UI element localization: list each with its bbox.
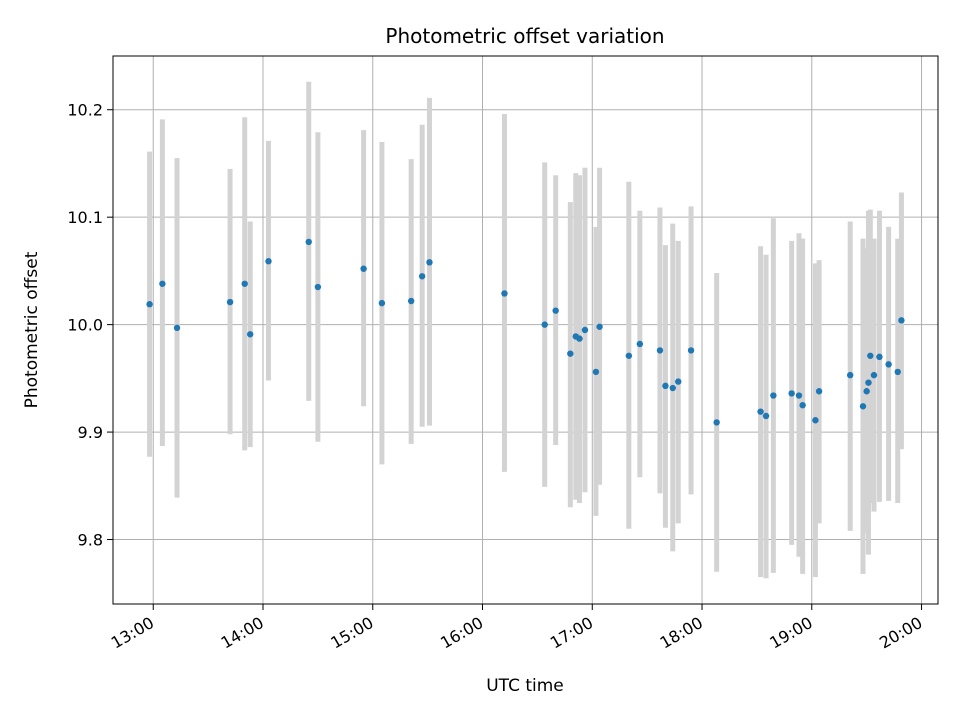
data-point xyxy=(360,265,367,272)
x-tick-label: 18:00 xyxy=(657,613,706,653)
data-point xyxy=(859,403,867,410)
data-point xyxy=(675,378,682,385)
data-point xyxy=(418,273,426,280)
data-point xyxy=(576,335,583,342)
chart-title: Photometric offset variation xyxy=(385,24,664,48)
data-point xyxy=(863,388,870,395)
data-point xyxy=(625,352,633,359)
data-point xyxy=(662,382,669,390)
errorbars xyxy=(147,81,904,579)
x-tick-label: 19:00 xyxy=(766,613,815,653)
data-point xyxy=(226,298,234,306)
x-tick-label: 20:00 xyxy=(876,613,925,653)
data-point xyxy=(426,259,433,266)
data-point xyxy=(314,283,322,291)
data-point xyxy=(713,419,720,426)
data-point xyxy=(501,290,508,297)
data-point xyxy=(687,347,695,354)
data-point xyxy=(757,408,764,415)
data-point xyxy=(770,392,777,399)
data-point xyxy=(265,258,272,265)
data-point xyxy=(788,390,795,397)
data-point xyxy=(846,371,854,379)
data-point xyxy=(407,297,415,305)
x-tick-label: 14:00 xyxy=(218,613,267,653)
data-point xyxy=(581,326,589,334)
data-points xyxy=(146,238,905,426)
data-point xyxy=(241,280,248,287)
data-point xyxy=(885,361,892,368)
data-point xyxy=(898,317,905,324)
data-point xyxy=(669,384,676,392)
data-point xyxy=(305,238,312,246)
y-axis-ticks: 9.8 9.9 10.0 10.1 10.2 xyxy=(67,101,113,550)
x-tick-label: 16:00 xyxy=(437,613,486,653)
data-point xyxy=(799,402,806,409)
y-tick-label: 9.8 xyxy=(78,531,103,550)
data-point xyxy=(378,299,386,307)
data-point xyxy=(246,331,254,338)
data-point xyxy=(592,368,600,376)
data-point xyxy=(552,307,559,314)
data-point xyxy=(812,417,819,424)
data-point xyxy=(146,301,153,308)
data-point xyxy=(762,412,770,420)
data-point xyxy=(596,323,603,330)
x-tick-label: 13:00 xyxy=(108,613,157,653)
plot-frame xyxy=(112,55,939,605)
data-point xyxy=(894,368,901,376)
data-point xyxy=(870,371,878,379)
data-point xyxy=(159,280,166,287)
data-point xyxy=(656,347,664,354)
x-tick-label: 17:00 xyxy=(547,613,596,653)
y-axis-label: Photometric offset xyxy=(22,251,42,408)
y-tick-label: 10.0 xyxy=(67,316,103,335)
x-axis-label: UTC time xyxy=(486,676,564,696)
y-tick-label: 9.9 xyxy=(78,423,103,442)
y-tick-label: 10.2 xyxy=(67,101,103,120)
data-point xyxy=(567,350,574,357)
data-point xyxy=(173,324,181,332)
data-point xyxy=(636,340,644,348)
x-tick-label: 15:00 xyxy=(327,613,376,653)
x-axis-ticks: 13:00 14:00 15:00 16:00 17:00 18:00 19:00 20:00 xyxy=(108,604,926,653)
data-point xyxy=(876,353,883,361)
data-point xyxy=(541,321,548,328)
data-point xyxy=(795,392,803,399)
y-tick-label: 10.1 xyxy=(67,208,103,227)
data-point xyxy=(867,352,874,359)
data-point xyxy=(815,388,823,395)
data-point xyxy=(865,379,872,386)
